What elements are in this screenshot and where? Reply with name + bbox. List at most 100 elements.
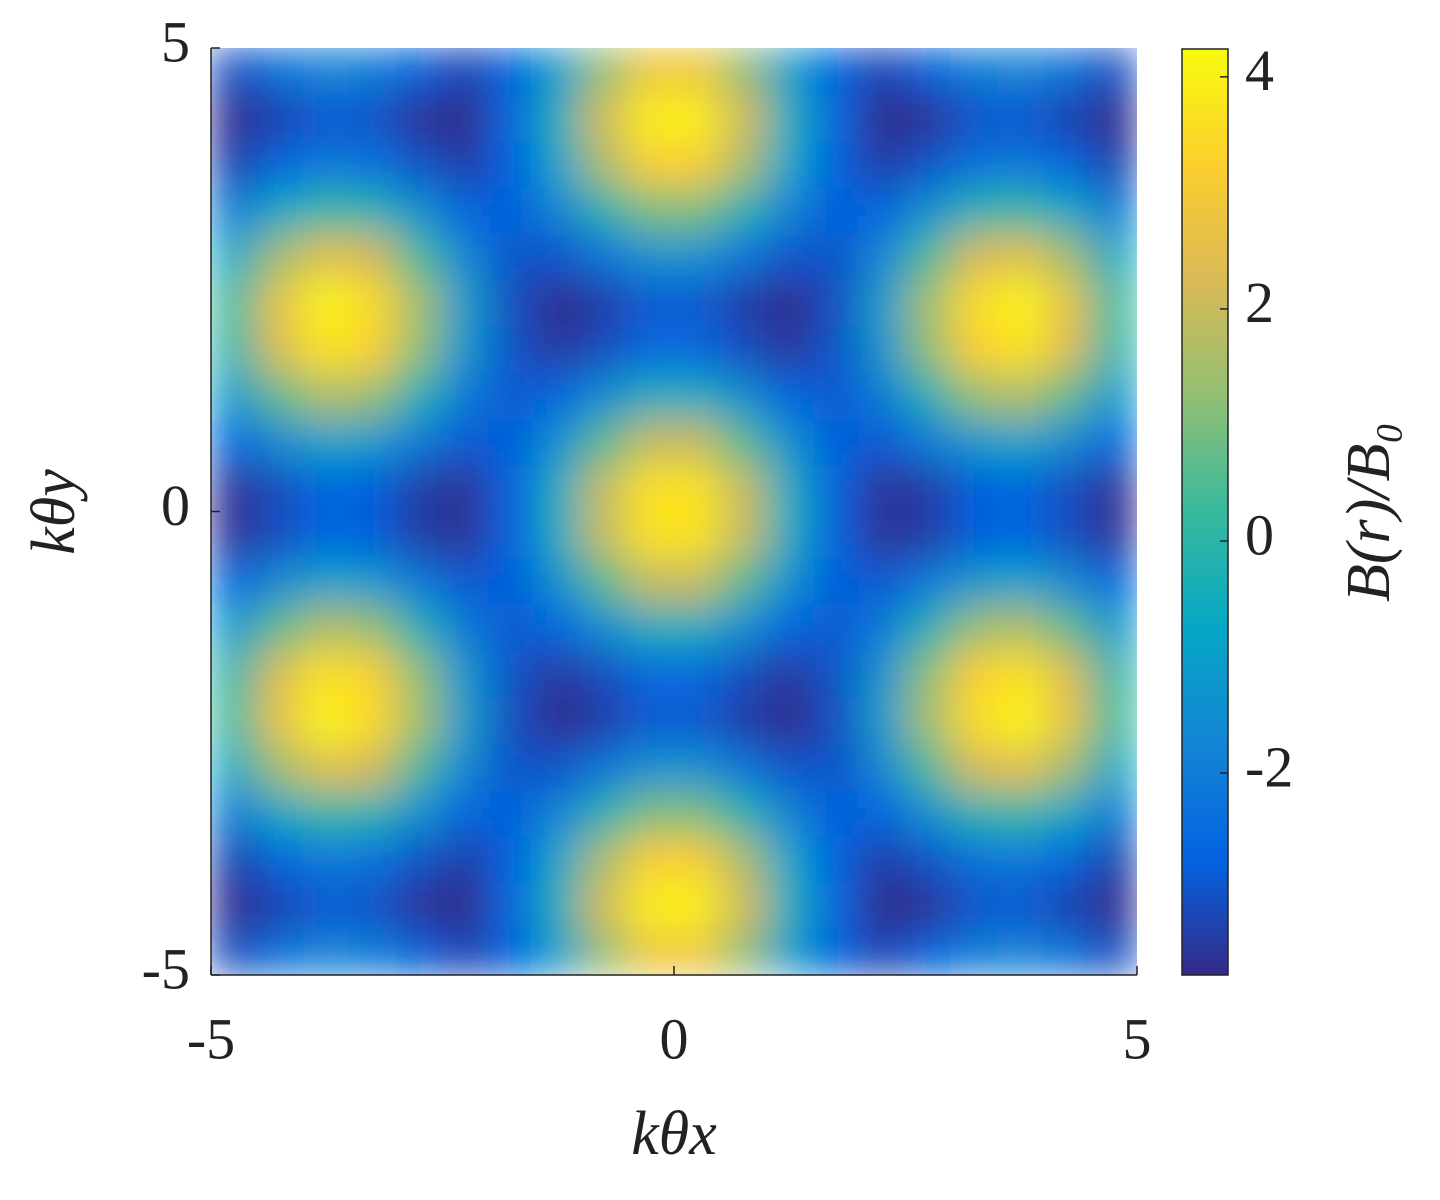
heatmap-cell [349,557,397,605]
heatmap-cell [997,232,1045,281]
heatmap-cell [349,418,397,466]
heatmap-cell [303,742,351,791]
heatmap-cell [442,696,490,744]
colorbar-tick-label: -2 [1245,734,1293,799]
heatmap-cell [812,742,860,791]
heatmap-cell [627,48,675,95]
heatmap-cell [303,789,351,837]
heatmap-cell [812,511,860,559]
heatmap-cell [719,881,768,930]
heatmap-cell [349,48,397,95]
heatmap-cell [488,835,536,883]
y-tick-label: 5 [161,9,190,74]
heatmap-cell [580,279,629,327]
heatmap-cell [719,186,768,234]
heatmap-cell [256,835,305,883]
heatmap-cell [211,48,258,95]
heatmap-cell [488,742,536,791]
heatmap-cell [673,511,721,559]
heatmap-cell [1043,603,1092,652]
heatmap-cell [580,325,629,373]
heatmap-cell [719,557,768,605]
heatmap-cell [442,418,490,466]
heatmap-cell [442,279,490,327]
heatmap-cell [395,371,443,420]
heatmap-cell [580,789,629,837]
heatmap-cell [1090,789,1137,837]
heatmap-cell [905,48,953,95]
heatmap-cell [488,881,536,930]
heatmap-cell [256,279,305,327]
heatmap-cell [719,325,768,373]
heatmap-cell [580,881,629,930]
heatmap-cell [442,603,490,652]
heatmap-cell [1043,232,1092,281]
heatmap-cell [627,789,675,837]
heatmap-cell [858,835,906,883]
heatmap-cell [303,325,351,373]
heatmap-cell [1090,511,1137,559]
heatmap-cell [395,603,443,652]
heatmap-cell [1043,928,1092,975]
heatmap-cell [303,464,351,512]
heatmap-cell [951,325,999,373]
heatmap-cell [580,511,629,559]
heatmap-cell [256,789,305,837]
heatmap-cell [858,464,906,512]
heatmap-cell [719,603,768,652]
heatmap-cell [534,418,582,466]
heatmap-cell [488,371,536,420]
heatmap-cell [395,696,443,744]
heatmap-cell [488,232,536,281]
heatmap-cell [673,928,721,975]
heatmap-cell [349,93,397,142]
heatmap-cell [1043,140,1092,188]
heatmap-cell [211,325,258,373]
heatmap-cell [303,186,351,234]
heatmap-cell [766,650,814,698]
heatmap-cell [627,742,675,791]
heatmap-cell [905,186,953,234]
heatmap-cell [211,371,258,420]
heatmap-cell [719,650,768,698]
heatmap-cell [488,186,536,234]
heatmap-cell [951,418,999,466]
heatmap-cell [997,557,1045,605]
heatmap-cell [951,48,999,95]
heatmap-cell [951,93,999,142]
heatmap-cell [303,603,351,652]
heatmap-cell [488,928,536,975]
heatmap-cell [395,881,443,930]
heatmap-cell [673,881,721,930]
heatmap-cell [256,325,305,373]
heatmap-cell [211,742,258,791]
heatmap-cell [303,511,351,559]
heatmap-cell [580,140,629,188]
heatmap-cell [442,371,490,420]
heatmap-cell [442,557,490,605]
heatmap-cell [1090,186,1137,234]
heatmap-cell [349,325,397,373]
heatmap-cell [812,881,860,930]
heatmap-cell [211,789,258,837]
heatmap-cell [534,140,582,188]
heatmap-cell [719,696,768,744]
heatmap-cell [766,603,814,652]
heatmap-cell [858,650,906,698]
colorbar-label: B(r)/B₀ [1335,422,1403,602]
heatmap-cell [997,881,1045,930]
heatmap-cell [211,464,258,512]
heatmap-cell [673,186,721,234]
heatmap-cell [719,232,768,281]
heatmap-cell [442,186,490,234]
heatmap-cell [534,650,582,698]
heatmap-cell [627,186,675,234]
heatmap-cell [673,789,721,837]
heatmap-cell [580,742,629,791]
heatmap-cell [488,557,536,605]
heatmap-cell [673,557,721,605]
heatmap-cell [627,464,675,512]
heatmap-cell [211,557,258,605]
heatmap-cell [211,603,258,652]
heatmap-cell [858,232,906,281]
